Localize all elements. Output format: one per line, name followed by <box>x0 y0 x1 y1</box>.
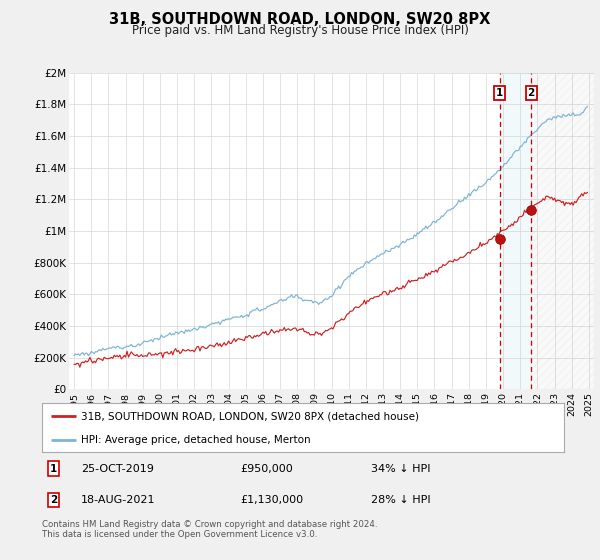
Text: 2: 2 <box>527 88 535 99</box>
Text: 31B, SOUTHDOWN ROAD, LONDON, SW20 8PX (detached house): 31B, SOUTHDOWN ROAD, LONDON, SW20 8PX (d… <box>81 411 419 421</box>
Text: 28% ↓ HPI: 28% ↓ HPI <box>371 495 430 505</box>
Bar <box>531 73 594 389</box>
Text: 31B, SOUTHDOWN ROAD, LONDON, SW20 8PX: 31B, SOUTHDOWN ROAD, LONDON, SW20 8PX <box>109 12 491 27</box>
Text: 1: 1 <box>50 464 57 474</box>
Text: £950,000: £950,000 <box>241 464 293 474</box>
Text: £1,130,000: £1,130,000 <box>241 495 304 505</box>
Text: 25-OCT-2019: 25-OCT-2019 <box>81 464 154 474</box>
Text: 18-AUG-2021: 18-AUG-2021 <box>81 495 155 505</box>
Text: 1: 1 <box>496 88 503 99</box>
Text: Price paid vs. HM Land Registry's House Price Index (HPI): Price paid vs. HM Land Registry's House … <box>131 24 469 36</box>
Text: 2: 2 <box>50 495 57 505</box>
Text: 34% ↓ HPI: 34% ↓ HPI <box>371 464 430 474</box>
Bar <box>500 73 531 389</box>
Text: HPI: Average price, detached house, Merton: HPI: Average price, detached house, Mert… <box>81 435 311 445</box>
Text: Contains HM Land Registry data © Crown copyright and database right 2024.
This d: Contains HM Land Registry data © Crown c… <box>42 520 377 539</box>
